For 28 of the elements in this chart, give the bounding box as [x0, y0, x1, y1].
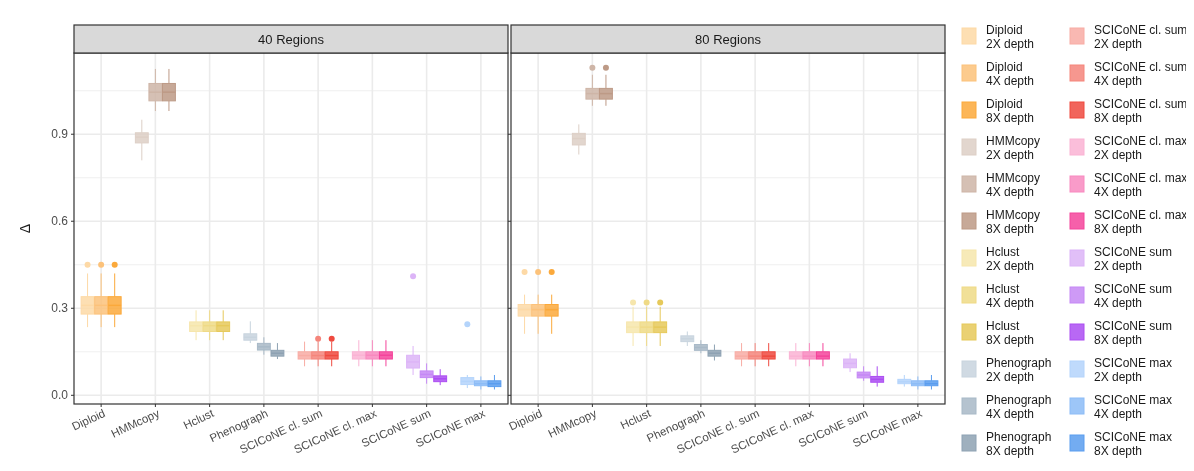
- legend-label: Hclust 8X depth: [986, 319, 1035, 347]
- legend-label: Phenograph 2X depth: [986, 356, 1052, 384]
- legend-label: SCICoNE max 8X depth: [1094, 430, 1173, 458]
- legend-label: SCICoNE cl. sum 2X depth: [1094, 23, 1188, 51]
- legend-label: HMMcopy 4X depth: [986, 171, 1041, 199]
- legend-label: SCICoNE cl. sum 8X depth: [1094, 97, 1188, 125]
- legend-label: Diploid 2X depth: [986, 23, 1035, 51]
- legend-label: Phenograph 8X depth: [986, 430, 1052, 458]
- legend-label: HMMcopy 2X depth: [986, 134, 1041, 162]
- chart-title: 40 Regions: [258, 31, 325, 47]
- legend-label: Hclust 2X depth: [986, 245, 1035, 273]
- legend-label: SCICoNE sum 4X depth: [1094, 282, 1173, 310]
- legend-label: SCICoNE max 4X depth: [1094, 393, 1173, 421]
- legend-label: SCICoNE max 2X depth: [1094, 356, 1173, 384]
- y-tick-label: 0.6: [51, 214, 69, 229]
- legend-label: SCICoNE sum 2X depth: [1094, 245, 1173, 273]
- legend-label: Diploid 8X depth: [986, 97, 1035, 125]
- legend-label: SCICoNE cl. sum 4X depth: [1094, 60, 1188, 88]
- chart-title: 80 Regions: [695, 31, 762, 47]
- legend-label: Phenograph 4X depth: [986, 393, 1052, 421]
- y-axis-title: Δ: [17, 223, 33, 234]
- y-tick-label: 0.3: [51, 301, 69, 316]
- legend-label: Diploid 4X depth: [986, 60, 1035, 88]
- y-tick-label: 0.0: [51, 388, 69, 403]
- legend-label: Hclust 4X depth: [986, 282, 1035, 310]
- legend-label: SCICoNE sum 8X depth: [1094, 319, 1173, 347]
- legend-label: HMMcopy 8X depth: [986, 208, 1041, 236]
- y-tick-label: 0.9: [51, 127, 69, 142]
